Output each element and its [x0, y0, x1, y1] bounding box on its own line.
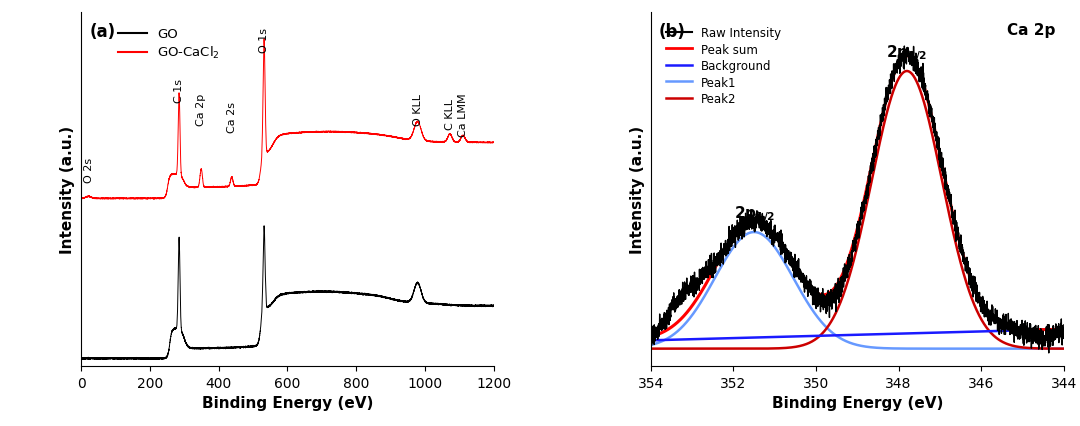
Peak1	[747, 230, 760, 235]
Raw Intensity	[1042, 351, 1055, 356]
Peak2	[901, 69, 914, 75]
Peak1	[821, 326, 834, 331]
Peak2	[645, 346, 658, 351]
Text: O 2s: O 2s	[83, 158, 94, 183]
Peak sum	[645, 334, 658, 340]
Raw Intensity	[821, 309, 834, 314]
Peak sum	[821, 292, 834, 297]
Peak sum	[716, 252, 729, 257]
Line: Peak1: Peak1	[651, 233, 1064, 349]
Peak sum	[802, 285, 815, 290]
Peak2	[821, 325, 834, 331]
Text: Ca 2p: Ca 2p	[1008, 23, 1055, 38]
Peak1	[645, 343, 658, 348]
Peak2	[691, 346, 704, 351]
Text: C KLL: C KLL	[445, 98, 455, 130]
Peak2	[716, 346, 729, 351]
Raw Intensity	[1057, 322, 1070, 328]
Peak1	[1004, 346, 1017, 351]
Peak sum	[1004, 325, 1017, 330]
Peak sum	[1057, 327, 1070, 332]
Text: C 1s: C 1s	[174, 79, 184, 103]
X-axis label: Binding Energy (eV): Binding Energy (eV)	[771, 396, 943, 411]
Peak1	[1050, 346, 1063, 351]
Raw Intensity	[1050, 334, 1063, 340]
Text: $\mathbf{2p_{1/2}}$: $\mathbf{2p_{1/2}}$	[733, 204, 774, 224]
Peak1	[691, 305, 704, 310]
Text: $\mathbf{2p_{3/2}}$: $\mathbf{2p_{3/2}}$	[887, 43, 928, 63]
Text: O KLL: O KLL	[413, 94, 422, 126]
Legend: GO, GO-CaCl$_2$: GO, GO-CaCl$_2$	[112, 23, 226, 66]
Line: Peak sum: Peak sum	[651, 57, 1064, 337]
Peak sum	[691, 295, 704, 300]
Peak2	[802, 340, 815, 345]
Peak1	[802, 303, 815, 308]
Text: Ca LMM: Ca LMM	[458, 93, 468, 136]
Text: Ca 2p: Ca 2p	[195, 94, 206, 126]
Background	[1004, 328, 1017, 334]
Raw Intensity	[691, 285, 704, 290]
Background	[645, 338, 658, 343]
Background	[716, 336, 729, 341]
Raw Intensity	[897, 44, 910, 49]
Line: Peak2: Peak2	[651, 72, 1064, 349]
Raw Intensity	[645, 332, 658, 337]
Text: Ca 2s: Ca 2s	[227, 102, 237, 133]
Background	[821, 333, 834, 338]
Text: (a): (a)	[90, 23, 116, 41]
Legend: Raw Intensity, Peak sum, Background, Peak1, Peak2: Raw Intensity, Peak sum, Background, Pea…	[661, 22, 786, 111]
Y-axis label: Intensity (a.u.): Intensity (a.u.)	[60, 126, 76, 253]
X-axis label: Binding Energy (eV): Binding Energy (eV)	[202, 396, 374, 411]
Peak sum	[901, 54, 914, 59]
Line: Raw Intensity: Raw Intensity	[651, 47, 1064, 353]
Y-axis label: Intensity (a.u.): Intensity (a.u.)	[631, 126, 646, 253]
Background	[802, 334, 815, 339]
Text: (b): (b)	[659, 23, 686, 41]
Background	[1057, 327, 1070, 332]
Peak2	[1004, 343, 1017, 348]
Peak1	[1057, 346, 1070, 351]
Raw Intensity	[1004, 328, 1017, 333]
Raw Intensity	[802, 285, 815, 290]
Background	[691, 337, 704, 342]
Peak2	[1057, 346, 1070, 351]
Peak1	[716, 262, 729, 268]
Peak2	[1050, 346, 1063, 351]
Text: O 1s: O 1s	[259, 28, 269, 53]
Line: Background: Background	[651, 329, 1064, 340]
Raw Intensity	[716, 247, 729, 252]
Background	[1049, 327, 1062, 332]
Peak sum	[1050, 327, 1063, 332]
